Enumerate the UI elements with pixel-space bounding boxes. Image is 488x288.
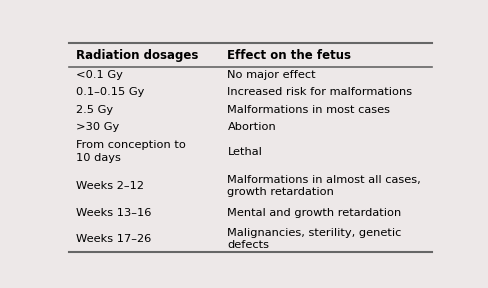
Text: Malignancies, sterility, genetic
defects: Malignancies, sterility, genetic defects (227, 228, 402, 250)
Text: Weeks 2–12: Weeks 2–12 (76, 181, 144, 191)
Text: Malformations in almost all cases,
growth retardation: Malformations in almost all cases, growt… (227, 175, 421, 198)
Text: From conception to
10 days: From conception to 10 days (76, 141, 186, 163)
Text: Weeks 17–26: Weeks 17–26 (76, 234, 151, 244)
Text: Weeks 13–16: Weeks 13–16 (76, 209, 151, 218)
Text: 0.1–0.15 Gy: 0.1–0.15 Gy (76, 88, 144, 97)
Text: 2.5 Gy: 2.5 Gy (76, 105, 113, 115)
Text: No major effect: No major effect (227, 70, 316, 80)
Text: Effect on the fetus: Effect on the fetus (227, 49, 351, 62)
Text: Malformations in most cases: Malformations in most cases (227, 105, 390, 115)
Text: Increased risk for malformations: Increased risk for malformations (227, 88, 412, 97)
Text: >30 Gy: >30 Gy (76, 122, 120, 132)
Text: <0.1 Gy: <0.1 Gy (76, 70, 123, 80)
Text: Lethal: Lethal (227, 147, 262, 157)
Text: Radiation dosages: Radiation dosages (76, 49, 199, 62)
Text: Mental and growth retardation: Mental and growth retardation (227, 209, 402, 218)
Text: Abortion: Abortion (227, 122, 276, 132)
